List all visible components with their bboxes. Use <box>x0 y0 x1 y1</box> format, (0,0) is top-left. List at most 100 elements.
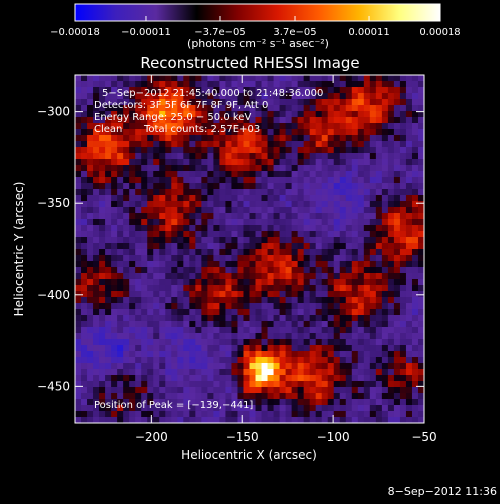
heatmap-cell <box>153 105 160 112</box>
heatmap-cell <box>285 315 293 322</box>
heatmap-cell <box>405 207 413 214</box>
heatmap-cell <box>309 303 317 310</box>
heatmap-cell <box>141 87 148 94</box>
heatmap-cell <box>99 327 106 334</box>
heatmap-cell <box>393 267 401 274</box>
heatmap-cell <box>381 219 389 226</box>
heatmap-cell <box>357 123 365 130</box>
heatmap-cell <box>141 93 148 100</box>
heatmap-cell <box>405 309 413 316</box>
heatmap-cell <box>315 357 323 364</box>
heatmap-cell <box>375 225 383 232</box>
heatmap-cell <box>99 285 106 292</box>
heatmap-cell <box>81 345 88 352</box>
heatmap-cell <box>207 267 214 274</box>
heatmap-cell <box>219 375 226 382</box>
heatmap-cell <box>261 267 268 274</box>
heatmap-cell <box>249 207 256 214</box>
heatmap-cell <box>99 117 106 124</box>
heatmap-cell <box>135 345 142 352</box>
heatmap-cell <box>159 165 166 172</box>
heatmap-cell <box>159 279 166 286</box>
heatmap-cell <box>279 357 287 364</box>
heatmap-cell <box>261 243 268 250</box>
heatmap-cell <box>261 285 268 292</box>
heatmap-cell <box>375 117 383 124</box>
heatmap-cell <box>75 345 82 352</box>
heatmap-cell <box>99 171 106 178</box>
heatmap-cell <box>249 255 256 262</box>
heatmap-cell <box>81 387 88 394</box>
heatmap-cell <box>351 351 359 358</box>
heatmap-cell <box>345 75 353 82</box>
heatmap-cell <box>171 75 178 82</box>
heatmap-cell <box>117 195 124 202</box>
heatmap-cell <box>171 177 178 184</box>
heatmap-cell <box>159 357 166 364</box>
heatmap-cell <box>309 153 317 160</box>
heatmap-cell <box>321 357 329 364</box>
heatmap-cell <box>177 297 184 304</box>
heatmap-cell <box>393 303 401 310</box>
heatmap-cell <box>75 321 82 328</box>
heatmap-cell <box>369 177 377 184</box>
heatmap-cell <box>279 183 287 190</box>
heatmap-cell <box>327 267 335 274</box>
heatmap-cell <box>411 285 419 292</box>
heatmap-cell <box>273 315 280 322</box>
heatmap-cell <box>183 153 190 160</box>
heatmap-cell <box>171 123 178 130</box>
heatmap-cell <box>387 351 395 358</box>
heatmap-cell <box>177 237 184 244</box>
heatmap-cell <box>201 81 208 88</box>
heatmap-cell <box>195 117 202 124</box>
heatmap-cell <box>147 183 154 190</box>
heatmap-cell <box>201 405 208 412</box>
heatmap-cell <box>87 345 94 352</box>
heatmap-cell <box>255 105 262 112</box>
heatmap-cell <box>279 99 287 106</box>
heatmap-cell <box>261 381 268 388</box>
heatmap-cell <box>375 321 383 328</box>
heatmap-cell <box>195 201 202 208</box>
heatmap-cell <box>297 327 305 334</box>
heatmap-cell <box>213 255 220 262</box>
heatmap-cell <box>231 231 238 238</box>
heatmap-cell <box>357 387 365 394</box>
heatmap-cell <box>135 141 142 148</box>
heatmap-cell <box>111 363 118 370</box>
heatmap-cell <box>219 177 226 184</box>
heatmap-cell <box>351 141 359 148</box>
heatmap-cell <box>393 105 401 112</box>
heatmap-cell <box>111 345 118 352</box>
heatmap-cell <box>297 411 305 418</box>
heatmap-cell <box>267 141 274 148</box>
heatmap-cell <box>201 159 208 166</box>
heatmap-cell <box>327 183 335 190</box>
heatmap-cell <box>417 333 424 340</box>
heatmap-cell <box>183 387 190 394</box>
heatmap-cell <box>249 249 256 256</box>
heatmap-cell <box>363 195 371 202</box>
heatmap-cell <box>369 321 377 328</box>
heatmap-cell <box>267 303 274 310</box>
heatmap-cell <box>159 381 166 388</box>
heatmap-cell <box>297 171 305 178</box>
heatmap-cell <box>381 405 389 412</box>
heatmap-cell <box>273 117 280 124</box>
heatmap-cell <box>135 219 142 226</box>
heatmap-cell <box>261 291 268 298</box>
heatmap-cell <box>357 405 365 412</box>
heatmap-cell <box>153 255 160 262</box>
heatmap-cell <box>369 153 377 160</box>
heatmap-cell <box>111 303 118 310</box>
heatmap-cell <box>357 333 365 340</box>
heatmap-cell <box>249 369 256 376</box>
heatmap-cell <box>315 147 323 154</box>
heatmap-cell <box>183 171 190 178</box>
heatmap-cell <box>243 141 250 148</box>
heatmap-cell <box>81 303 88 310</box>
heatmap-cell <box>279 237 287 244</box>
heatmap-cell <box>147 273 154 280</box>
heatmap-cell <box>327 99 335 106</box>
